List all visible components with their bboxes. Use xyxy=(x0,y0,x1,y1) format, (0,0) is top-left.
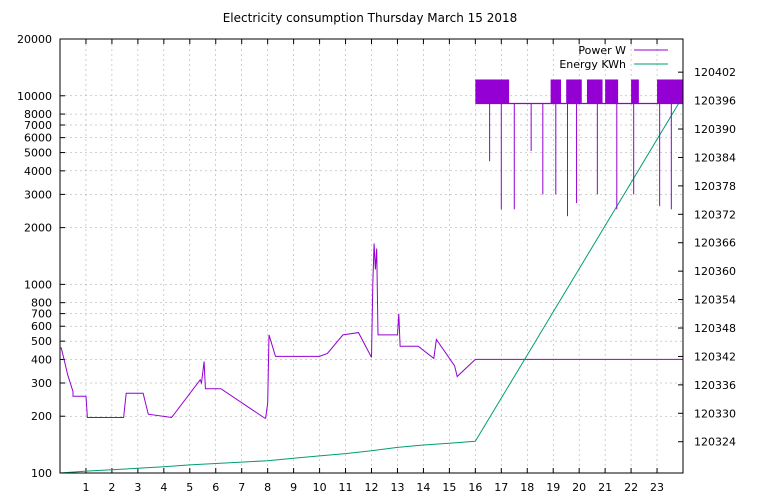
power-band-segment xyxy=(566,79,582,104)
y-left-tick-label: 3000 xyxy=(24,188,52,201)
y-right-tick-label: 120396 xyxy=(694,95,736,108)
x-tick-label: 20 xyxy=(572,481,586,494)
x-tick-label: 11 xyxy=(339,481,353,494)
x-tick-label: 13 xyxy=(390,481,404,494)
y-left-tick-label: 200 xyxy=(31,410,52,423)
y-right-tick-label: 120372 xyxy=(694,208,736,221)
x-tick-label: 12 xyxy=(365,481,379,494)
plot-frame xyxy=(59,38,684,474)
power-band-segment xyxy=(605,79,619,104)
x-axis: 1 2 3 4 5 6 7 8 9 10 11 12 13 14 15 16 17 18 19 20 21 22 23 xyxy=(82,39,664,494)
y-right-tick-label: 120384 xyxy=(694,151,736,164)
x-tick-label: 9 xyxy=(290,481,297,494)
y-left-tick-label: 500 xyxy=(31,335,52,348)
y-right-tick-label: 120354 xyxy=(694,294,736,307)
x-tick-label: 22 xyxy=(624,481,638,494)
x-tick-label: 8 xyxy=(264,481,271,494)
legend: Power W Energy KWh xyxy=(559,44,668,71)
y-right-tick-label: 120390 xyxy=(694,123,736,136)
power-band-segment xyxy=(657,79,683,104)
y-right-tick-label: 120342 xyxy=(694,350,736,363)
legend-label-power: Power W xyxy=(578,44,626,57)
chart-title: Electricity consumption Thursday March 1… xyxy=(223,11,518,25)
power-band-segment xyxy=(586,79,603,104)
y-right-tick-label: 120360 xyxy=(694,265,736,278)
series-power-line xyxy=(60,243,683,419)
power-band-segment xyxy=(550,79,561,104)
y-right-tick-label: 120330 xyxy=(694,407,736,420)
plot-area xyxy=(59,79,684,474)
x-tick-label: 17 xyxy=(494,481,508,494)
x-tick-label: 5 xyxy=(186,481,193,494)
power-band-segment xyxy=(475,79,510,104)
x-tick-label: 14 xyxy=(416,481,430,494)
y-left-tick-label: 4000 xyxy=(24,165,52,178)
y-left-tick-label: 600 xyxy=(31,320,52,333)
y-left-tick-label: 700 xyxy=(31,308,52,321)
x-tick-label: 21 xyxy=(598,481,612,494)
legend-label-energy: Energy KWh xyxy=(559,58,626,71)
y-left-tick-label: 8000 xyxy=(24,108,52,121)
y-left-tick-label: 20000 xyxy=(17,33,52,46)
x-tick-label: 1 xyxy=(82,481,89,494)
y-left-tick-label: 7000 xyxy=(24,119,52,132)
power-band-segment xyxy=(631,79,639,104)
y-right-tick-label: 120366 xyxy=(694,237,736,250)
x-tick-label: 23 xyxy=(650,481,664,494)
y-left-tick-label: 1000 xyxy=(24,278,52,291)
y-left-tick-label: 800 xyxy=(31,297,52,310)
series-energy-line xyxy=(59,96,684,474)
y-left-tick-label: 6000 xyxy=(24,132,52,145)
x-tick-label: 4 xyxy=(160,481,167,494)
right-axis: 120324 120330 120336 120342 120348 120354 1203… xyxy=(678,66,736,449)
y-left-tick-label: 5000 xyxy=(24,147,52,160)
y-left-tick-label: 10000 xyxy=(17,90,52,103)
x-tick-label: 3 xyxy=(134,481,141,494)
x-tick-label: 7 xyxy=(238,481,245,494)
x-tick-label: 18 xyxy=(520,481,534,494)
y-left-tick-label: 300 xyxy=(31,377,52,390)
y-right-tick-label: 120336 xyxy=(694,379,736,392)
x-tick-label: 15 xyxy=(442,481,456,494)
y-right-tick-label: 120402 xyxy=(694,66,736,79)
y-left-tick-label: 400 xyxy=(31,353,52,366)
y-left-tick-label: 2000 xyxy=(24,222,52,235)
x-tick-label: 2 xyxy=(108,481,115,494)
y-left-tick-label: 100 xyxy=(31,467,52,480)
y-right-tick-label: 120324 xyxy=(694,436,736,449)
x-tick-label: 16 xyxy=(468,481,482,494)
x-tick-label: 10 xyxy=(313,481,327,494)
x-tick-label: 19 xyxy=(546,481,560,494)
y-right-tick-label: 120378 xyxy=(694,180,736,193)
y-right-tick-label: 120348 xyxy=(694,322,736,335)
x-tick-label: 6 xyxy=(212,481,219,494)
